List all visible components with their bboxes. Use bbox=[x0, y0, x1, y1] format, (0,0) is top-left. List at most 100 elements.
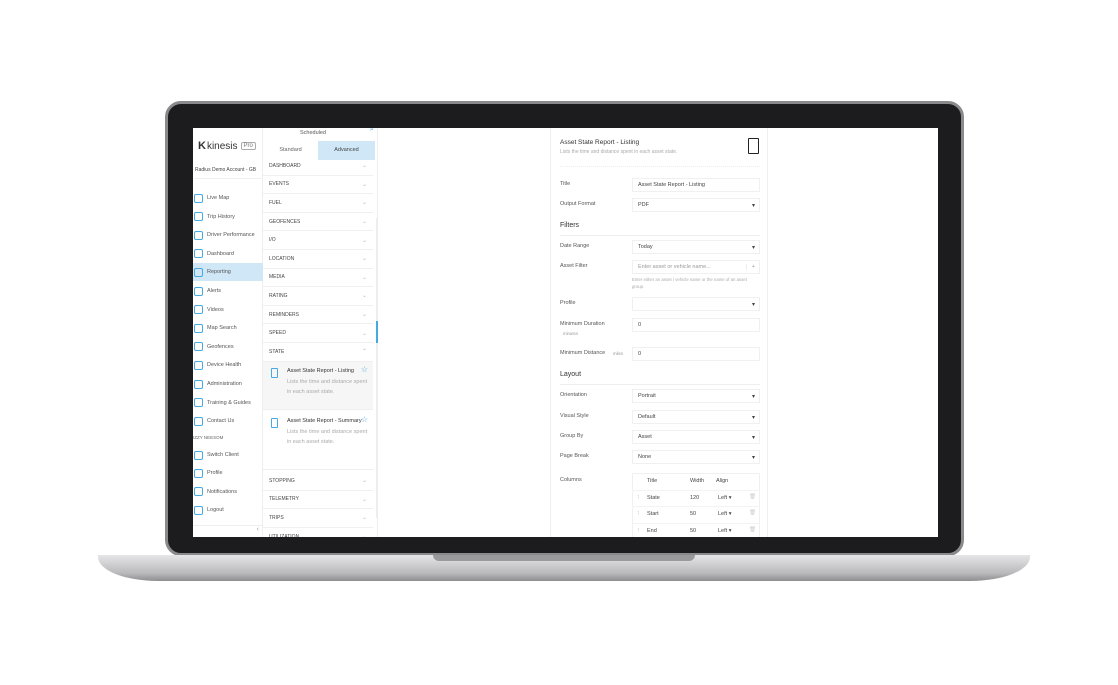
orientation-label: Orientation bbox=[560, 392, 587, 398]
report-item[interactable]: ☆ Asset State Report - Summary Lists the t… bbox=[263, 412, 373, 470]
page-break-select[interactable]: None ▾ bbox=[632, 450, 760, 464]
sidebar-user-item[interactable]: Switch Client bbox=[193, 446, 263, 464]
chevron-down-icon: ⌄ bbox=[361, 274, 367, 281]
add-icon[interactable]: + bbox=[745, 264, 755, 270]
trash-icon[interactable]: 🗑 bbox=[749, 510, 756, 517]
category-row[interactable]: LOCATION ⌄ bbox=[263, 250, 373, 269]
chevron-down-icon: ▾ bbox=[751, 393, 755, 400]
category-row[interactable]: GEOFENCES ⌄ bbox=[263, 213, 373, 232]
chevron-down-icon: ⌄ bbox=[361, 330, 367, 337]
chevron-down-icon: ⌄ bbox=[361, 181, 367, 188]
sidebar-user-item[interactable]: Profile bbox=[193, 464, 263, 482]
app-screen: K kinesis Pro Radius Demo Account - GB L… bbox=[193, 128, 938, 537]
sidebar-item[interactable]: Training & Guides bbox=[193, 394, 263, 412]
sidebar-item[interactable]: Map Search bbox=[193, 319, 263, 337]
sidebar-item[interactable]: Driver Performance bbox=[193, 226, 263, 244]
favourite-star-icon[interactable]: ☆ bbox=[360, 365, 368, 374]
date-range-select[interactable]: Today ▾ bbox=[632, 240, 760, 254]
sidebar-item[interactable]: Reporting bbox=[193, 263, 263, 282]
sidebar-item-label: Profile bbox=[207, 470, 223, 477]
category-row[interactable]: DASHBOARD ⌄ bbox=[263, 157, 373, 176]
admin-icon bbox=[194, 379, 203, 389]
column-align-select[interactable]: Left ▾ bbox=[718, 511, 732, 518]
logout-icon bbox=[194, 505, 203, 515]
report-subtitle: Lists the time and distance spent in eac… bbox=[560, 149, 678, 155]
minimum-distance-value: 0 bbox=[638, 351, 642, 357]
category-row[interactable]: STATE ⌃ bbox=[263, 343, 373, 362]
category-row[interactable]: REMINDERS ⌄ bbox=[263, 306, 373, 325]
column-width[interactable]: 120 bbox=[690, 495, 700, 501]
tab-standard[interactable]: Standard bbox=[279, 147, 302, 153]
phone-icon bbox=[194, 416, 203, 426]
drag-handle-icon[interactable]: ↕ bbox=[637, 526, 640, 533]
collapse-sidebar-button[interactable]: ‹ bbox=[193, 525, 263, 533]
favourite-star-icon[interactable]: ☆ bbox=[360, 415, 368, 424]
category-row[interactable]: TELEMETRY ⌄ bbox=[263, 491, 373, 510]
trash-icon[interactable]: 🗑 bbox=[749, 526, 756, 533]
category-row[interactable]: STOPPING ⌄ bbox=[263, 472, 373, 491]
sidebar-item[interactable]: Geofences bbox=[193, 338, 263, 356]
category-row[interactable]: TRIPS ⌄ bbox=[263, 509, 373, 528]
column-row: ↕ State 120 Left ▾ 🗑 bbox=[632, 490, 760, 505]
column-title[interactable]: End bbox=[647, 527, 657, 534]
minimum-duration-input[interactable]: 0 bbox=[632, 318, 760, 332]
sidebar-item-label: Reporting bbox=[207, 269, 231, 276]
group-by-value: Asset bbox=[638, 434, 652, 440]
column-row: ↕ Start 50 Left ▾ 🗑 bbox=[632, 506, 760, 521]
sidebar-item[interactable]: Dashboard bbox=[193, 245, 263, 263]
page-break-value: None bbox=[638, 454, 652, 460]
account-selector[interactable]: Radius Demo Account - GB bbox=[195, 167, 261, 179]
orientation-select[interactable]: Portrait ▾ bbox=[632, 389, 760, 403]
scrollbar[interactable] bbox=[376, 218, 378, 518]
column-width[interactable]: 50 bbox=[690, 527, 697, 534]
tab-advanced[interactable]: Advanced bbox=[318, 141, 375, 160]
group-by-select[interactable]: Asset ▾ bbox=[632, 430, 760, 444]
title-input[interactable]: Asset State Report - Listing bbox=[632, 178, 760, 192]
chevron-down-icon: ⌄ bbox=[361, 237, 367, 244]
profile-select[interactable]: ▾ bbox=[632, 297, 760, 311]
chevron-down-icon: ⌄ bbox=[361, 163, 367, 170]
category-row[interactable]: RATING ⌄ bbox=[263, 287, 373, 306]
chevron-down-icon: ▾ bbox=[751, 454, 755, 461]
sidebar-item[interactable]: Administration bbox=[193, 375, 263, 393]
column-width[interactable]: 50 bbox=[690, 511, 697, 518]
column-title[interactable]: State bbox=[647, 495, 660, 501]
trash-icon[interactable]: 🗑 bbox=[749, 494, 756, 500]
heart-icon bbox=[194, 360, 203, 370]
tab-scheduled[interactable]: Scheduled bbox=[300, 130, 326, 136]
category-label: LOCATION bbox=[269, 255, 295, 262]
category-row[interactable]: MEDIA ⌄ bbox=[263, 269, 373, 288]
column-title[interactable]: Start bbox=[647, 511, 659, 518]
chevron-down-icon: ▾ bbox=[751, 414, 755, 421]
sidebar-item[interactable]: Live Map bbox=[193, 189, 263, 207]
sidebar-user-item[interactable]: Logout bbox=[193, 501, 263, 519]
visual-style-select[interactable]: Default ▾ bbox=[632, 410, 760, 424]
category-row[interactable]: FUEL ⌄ bbox=[263, 194, 373, 213]
report-item[interactable]: ☆ Asset State Report - Listing Lists the t… bbox=[263, 362, 373, 410]
bell-icon bbox=[194, 487, 203, 497]
chevron-down-icon: ⌄ bbox=[361, 515, 367, 522]
minimum-distance-input[interactable]: 0 bbox=[632, 347, 760, 361]
sidebar-item[interactable]: Trip History bbox=[193, 208, 263, 226]
sidebar-user-item[interactable]: Notifications bbox=[193, 483, 263, 501]
sidebar-item[interactable]: Alerts bbox=[193, 282, 263, 300]
sidebar-item-label: Administration bbox=[207, 381, 242, 387]
drag-handle-icon[interactable]: ↕ bbox=[637, 494, 640, 500]
sidebar-item[interactable]: Videos bbox=[193, 301, 263, 319]
sidebar-item-label: Live Map bbox=[207, 195, 230, 201]
column-align-select[interactable]: Left ▾ bbox=[718, 495, 732, 501]
category-label: DASHBOARD bbox=[269, 162, 301, 169]
search-icon[interactable]: ⌕ bbox=[370, 128, 374, 133]
column-align-select[interactable]: Left ▾ bbox=[718, 527, 732, 534]
sidebar-item[interactable]: Device Health bbox=[193, 356, 263, 374]
category-row[interactable]: EVENTS ⌄ bbox=[263, 176, 373, 195]
drag-handle-icon[interactable]: ↕ bbox=[637, 510, 640, 517]
home-icon bbox=[194, 450, 203, 460]
asset-filter-input[interactable]: Enter asset or vehicle name... + bbox=[632, 260, 760, 274]
category-row[interactable]: SPEED ⌄ bbox=[263, 324, 373, 343]
category-row[interactable]: UTILIZATION ⌄ bbox=[263, 528, 373, 537]
output-format-select[interactable]: PDF ▾ bbox=[632, 198, 760, 212]
sidebar-item[interactable]: Contact Us bbox=[193, 412, 263, 430]
laptop-notch bbox=[433, 555, 695, 561]
category-row[interactable]: I/O ⌄ bbox=[263, 231, 373, 250]
